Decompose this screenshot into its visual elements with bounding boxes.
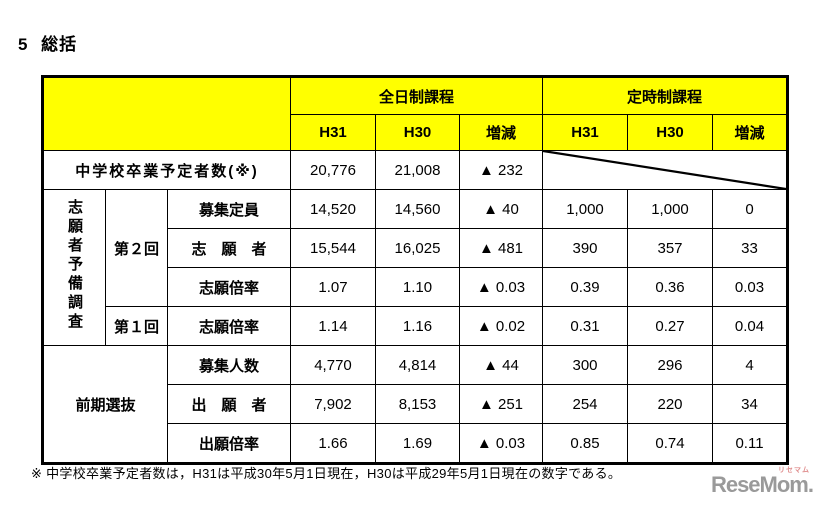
round-label-1: 第１回 (105, 306, 168, 346)
value-cell: 296 (627, 345, 713, 385)
row-label-ratio: 志願倍率 (167, 306, 291, 346)
value-cell: 1.07 (290, 267, 376, 307)
value-cell: 1.69 (375, 423, 460, 464)
value-cell: 7,902 (290, 384, 376, 424)
value-cell: ▲ 44 (459, 345, 543, 385)
value-cell: 21,008 (375, 150, 460, 190)
value-cell: ▲ 0.02 (459, 306, 543, 346)
col-group-part-time: 定時制課程 (542, 76, 788, 115)
value-cell: 0.39 (542, 267, 628, 307)
logo-ruby-text: リセマム (778, 467, 810, 474)
col-header-fulltime-h31: H31 (290, 114, 376, 151)
col-header-fulltime-h30: H30 (375, 114, 460, 151)
value-cell: 1.66 (290, 423, 376, 464)
value-cell: ▲ 40 (459, 189, 543, 229)
value-cell: ▲ 481 (459, 228, 543, 268)
value-cell: 16,025 (375, 228, 460, 268)
value-cell: 0.36 (627, 267, 713, 307)
row-label-applicants: 志 願 者 (167, 228, 291, 268)
value-cell: 0.27 (627, 306, 713, 346)
value-cell: 0.74 (627, 423, 713, 464)
value-cell: 0.11 (712, 423, 788, 464)
section-label-survey: 志願者予備調査 (42, 189, 106, 346)
resemom-logo: リセマム ReseMom. (711, 465, 814, 503)
value-cell: 0.04 (712, 306, 788, 346)
col-header-parttime-diff: 増減 (712, 114, 788, 151)
value-cell: 33 (712, 228, 788, 268)
section-label-early-selection: 前期選抜 (42, 345, 168, 464)
value-cell: 34 (712, 384, 788, 424)
value-cell: 300 (542, 345, 628, 385)
value-cell: ▲ 0.03 (459, 423, 543, 464)
round-label-2: 第２回 (105, 189, 168, 307)
value-cell: 4 (712, 345, 788, 385)
value-cell: 0.85 (542, 423, 628, 464)
col-header-parttime-h31: H31 (542, 114, 628, 151)
value-cell: ▲ 232 (459, 150, 543, 190)
value-cell: 390 (542, 228, 628, 268)
row-label-ratio: 志願倍率 (167, 267, 291, 307)
logo-wordmark: ReseMom. (710, 472, 814, 497)
row-label-graduates: 中学校卒業予定者数(※) (42, 150, 291, 190)
table-corner-cell (42, 76, 291, 151)
value-cell: 8,153 (375, 384, 460, 424)
value-cell: 357 (627, 228, 713, 268)
col-header-fulltime-diff: 増減 (459, 114, 543, 151)
value-cell: 14,520 (290, 189, 376, 229)
page-title: 5 総括 (18, 35, 78, 54)
value-cell: 4,814 (375, 345, 460, 385)
value-cell: ▲ 251 (459, 384, 543, 424)
value-cell: 0.31 (542, 306, 628, 346)
value-cell: 14,560 (375, 189, 460, 229)
value-cell: 0 (712, 189, 788, 229)
value-cell: ▲ 0.03 (459, 267, 543, 307)
value-cell: 0.03 (712, 267, 788, 307)
value-cell: 15,544 (290, 228, 376, 268)
footnote: ※ 中学校卒業予定者数は，H31は平成30年5月1日現在，H30は平成29年5月… (31, 466, 622, 481)
value-cell: 1,000 (627, 189, 713, 229)
diagonal-strikethrough-line (543, 151, 786, 189)
row-label-recruit: 募集人数 (167, 345, 291, 385)
row-label-entry-ratio: 出願倍率 (167, 423, 291, 464)
value-cell: 1.16 (375, 306, 460, 346)
value-cell: 1,000 (542, 189, 628, 229)
value-cell: 1.10 (375, 267, 460, 307)
value-cell: 4,770 (290, 345, 376, 385)
value-cell: 1.14 (290, 306, 376, 346)
summary-table: 全日制課程 定時制課程 H31 H30 増減 H31 H30 増減 中学校卒業予… (41, 75, 789, 465)
row-label-capacity: 募集定員 (167, 189, 291, 229)
col-group-full-time: 全日制課程 (290, 76, 543, 115)
value-cell: 220 (627, 384, 713, 424)
crossed-out-cell (542, 150, 788, 190)
row-label-entrants: 出 願 者 (167, 384, 291, 424)
value-cell: 20,776 (290, 150, 376, 190)
value-cell: 254 (542, 384, 628, 424)
col-header-parttime-h30: H30 (627, 114, 713, 151)
